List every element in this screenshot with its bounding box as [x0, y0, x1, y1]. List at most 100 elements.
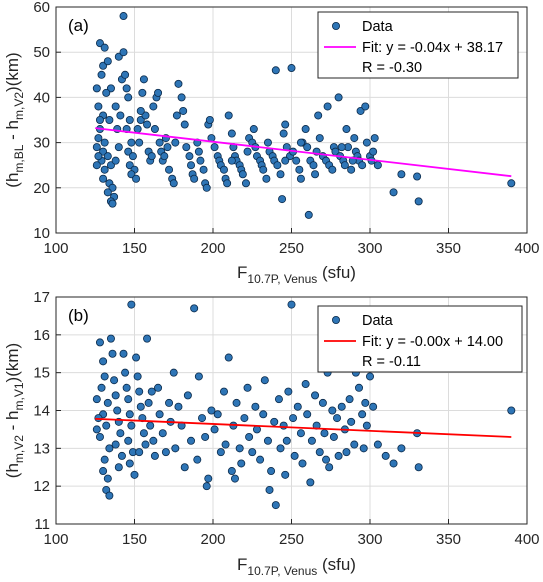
- chart-panel-b: 100 150 200 250 300 350 400 11 12 13 14 15 16 17 (b) Da…: [3, 289, 540, 578]
- data-point: [94, 134, 103, 143]
- data-point: [125, 116, 134, 125]
- data-point: [105, 444, 114, 453]
- fit-line: [95, 417, 512, 438]
- data-point: [103, 188, 112, 197]
- data-point: [113, 406, 122, 415]
- x-axis-label: F10.7P, Venus (sfu): [237, 555, 356, 578]
- data-point: [381, 451, 390, 460]
- data-point: [315, 448, 324, 457]
- data-point: [154, 88, 163, 97]
- data-point: [337, 143, 346, 152]
- data-point: [241, 179, 250, 188]
- legend-label-data: Data: [362, 19, 394, 35]
- data-point: [119, 48, 128, 57]
- data-point: [95, 432, 104, 441]
- data-point: [369, 147, 378, 156]
- data-point: [124, 395, 133, 404]
- legend-box: [317, 305, 523, 373]
- data-point: [350, 440, 359, 449]
- data-point: [169, 368, 178, 377]
- data-point: [165, 165, 174, 174]
- data-point: [124, 436, 133, 445]
- data-point: [92, 161, 101, 170]
- panel-label: (a): [68, 16, 89, 35]
- data-point: [108, 349, 117, 358]
- x-tick-label: 350: [436, 531, 461, 548]
- data-point: [100, 138, 109, 147]
- chart-panel-a: 100 150 200 250 300 350 400 10 20 30 40 50 60 (a) Data…: [3, 0, 540, 286]
- data-point: [227, 156, 236, 165]
- data-point: [256, 455, 265, 464]
- data-point: [102, 88, 111, 97]
- data-point: [207, 406, 216, 415]
- data-point: [92, 84, 101, 93]
- data-point: [149, 436, 158, 445]
- data-point: [103, 398, 112, 407]
- y-tick-label: 10: [33, 225, 50, 242]
- data-point: [245, 432, 254, 441]
- data-point: [147, 387, 156, 396]
- data-point: [102, 421, 111, 430]
- data-point: [238, 170, 247, 179]
- legend-label-data: Data: [362, 313, 394, 329]
- data-point: [136, 106, 145, 115]
- data-point: [146, 421, 155, 430]
- x-tick-label: 300: [357, 240, 382, 257]
- legend-label-fit: Fit: y = -0.00x + 14.00: [362, 334, 503, 350]
- data-point: [99, 174, 108, 183]
- data-point: [307, 436, 316, 445]
- data-point: [507, 406, 516, 415]
- data-point: [342, 448, 351, 457]
- data-point: [187, 161, 196, 170]
- data-point: [187, 436, 196, 445]
- data-point: [174, 79, 183, 88]
- y-tick-label: 40: [33, 89, 50, 106]
- data-point: [279, 421, 288, 430]
- data-point: [204, 474, 213, 483]
- data-point: [311, 391, 320, 400]
- data-point: [259, 410, 268, 419]
- data-point: [160, 152, 169, 161]
- data-point: [130, 470, 139, 479]
- data-point: [135, 448, 144, 457]
- data-point: [132, 353, 141, 362]
- data-point: [111, 156, 120, 165]
- data-point: [121, 368, 130, 377]
- data-point: [171, 138, 180, 147]
- data-point: [359, 444, 368, 453]
- legend-marker-data: [331, 21, 340, 30]
- data-point: [135, 138, 144, 147]
- data-point: [117, 451, 126, 460]
- data-point: [132, 174, 141, 183]
- data-point: [133, 125, 142, 134]
- data-point: [361, 398, 370, 407]
- data-point: [213, 410, 222, 419]
- data-point: [334, 93, 343, 102]
- y-tick-label: 12: [33, 478, 50, 495]
- data-point: [350, 134, 359, 143]
- data-point: [108, 199, 117, 208]
- data-point: [103, 152, 112, 161]
- data-point: [103, 57, 112, 66]
- legend-marker-data: [331, 315, 340, 324]
- x-tick-label: 400: [514, 240, 539, 257]
- data-point: [322, 455, 331, 464]
- data-point: [306, 478, 315, 487]
- data-point: [136, 402, 145, 411]
- axes-box: [55, 6, 528, 234]
- data-point: [337, 402, 346, 411]
- data-point: [314, 111, 323, 120]
- data-point: [105, 116, 114, 125]
- data-point: [309, 161, 318, 170]
- data-point: [150, 125, 159, 134]
- data-point: [127, 138, 136, 147]
- legend: Data Fit: y = -0.00x + 14.00 R = -0.11: [317, 305, 523, 373]
- data-point: [149, 102, 158, 111]
- x-tick-label: 100: [43, 240, 68, 257]
- data-point: [111, 102, 120, 111]
- data-point: [329, 432, 338, 441]
- y-tick-label: 15: [33, 365, 50, 382]
- y-tick-label: 60: [33, 0, 50, 16]
- data-point: [122, 383, 131, 392]
- data-point: [196, 156, 205, 165]
